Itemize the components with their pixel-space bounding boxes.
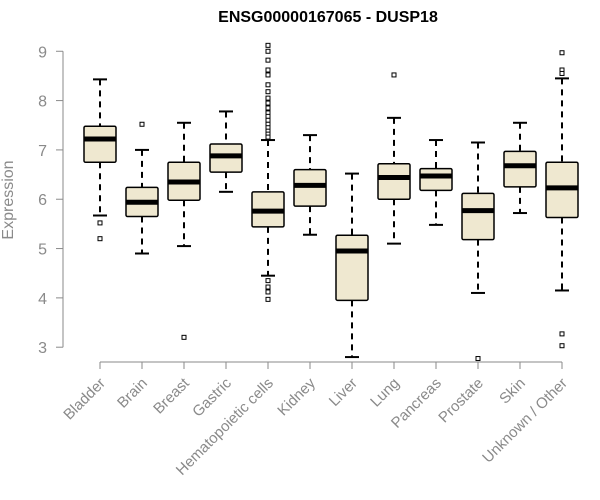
box-group	[251, 42, 285, 302]
outlier-point	[265, 95, 271, 101]
box-group	[83, 78, 117, 242]
outlier-point	[265, 48, 271, 54]
outlier-point	[97, 236, 103, 242]
outlier-point	[391, 72, 397, 78]
box-group	[461, 141, 495, 362]
outlier-point	[265, 284, 271, 290]
y-tick-label: 4	[38, 291, 47, 308]
outlier-point	[475, 356, 481, 362]
y-tick-label: 7	[38, 143, 47, 160]
x-tick-label: Lung	[367, 375, 403, 411]
outlier-point	[265, 89, 271, 95]
outlier-point	[265, 105, 271, 111]
y-tick-label: 3	[38, 340, 47, 357]
y-tick-label: 6	[38, 192, 47, 209]
outlier-point	[139, 121, 145, 127]
box-iqr	[83, 125, 117, 163]
box-group	[377, 72, 411, 245]
outlier-point	[265, 117, 271, 123]
outlier-point	[265, 100, 271, 106]
box-group	[167, 121, 201, 340]
box-group	[293, 134, 327, 236]
x-tick-label: Kidney	[274, 374, 319, 419]
outlier-point	[265, 67, 271, 73]
box-iqr	[503, 150, 537, 188]
plot-area	[83, 42, 579, 362]
y-axis-label: Expression	[0, 160, 17, 239]
x-tick-label: Brain	[114, 375, 151, 412]
outlier-point	[559, 331, 565, 337]
outlier-point	[265, 57, 271, 63]
outlier-point	[559, 50, 565, 56]
box-iqr	[377, 162, 411, 200]
x-tick-label: Skin	[496, 375, 529, 408]
outlier-point	[265, 278, 271, 284]
outlier-point	[265, 113, 271, 119]
outlier-point	[265, 289, 271, 295]
outlier-point	[265, 296, 271, 302]
y-tick-label: 9	[38, 44, 47, 61]
x-tick-label: Prostate	[435, 375, 487, 427]
outlier-point	[265, 72, 271, 78]
y-tick-label: 8	[38, 94, 47, 111]
y-tick-label: 5	[38, 242, 47, 259]
box-group	[335, 172, 369, 359]
outlier-point	[97, 220, 103, 226]
outlier-point	[559, 70, 565, 76]
x-tick-label: Breast	[150, 374, 193, 417]
outlier-point	[265, 42, 271, 48]
outlier-point	[559, 343, 565, 349]
outlier-point	[265, 134, 271, 140]
box-group	[209, 110, 243, 193]
box-iqr	[335, 234, 369, 302]
box-iqr	[419, 167, 453, 192]
box-group	[503, 121, 537, 215]
x-tick-label: Bladder	[60, 375, 109, 424]
box-group	[419, 139, 453, 226]
outlier-point	[265, 82, 271, 88]
box-iqr	[461, 192, 495, 241]
chart-title: ENSG00000167065 - DUSP18	[218, 9, 438, 26]
box-group	[125, 121, 159, 255]
box-group	[545, 50, 579, 349]
outlier-point	[181, 334, 187, 340]
x-tick-label: Liver	[326, 375, 361, 410]
y-axis: 3 4 5 6 7 8 9	[38, 44, 64, 357]
